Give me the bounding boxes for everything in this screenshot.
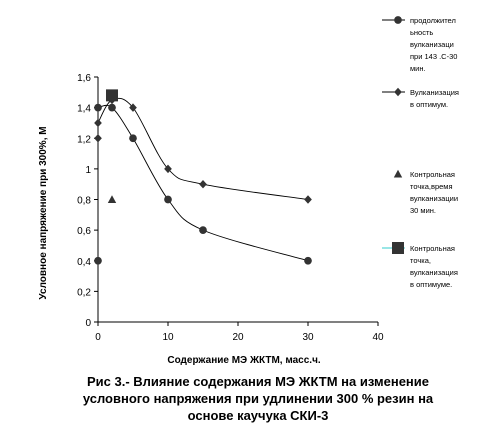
y-tick-label: 0,4 (77, 257, 91, 268)
y-tick-label: 1,4 (77, 104, 91, 115)
legend-label: точка, (410, 256, 431, 265)
data-point-circle (108, 103, 116, 112)
data-point-diamond (394, 87, 402, 97)
y-tick-label: 0,2 (77, 287, 91, 298)
data-point-circle (164, 195, 172, 204)
data-point-diamond (164, 164, 172, 174)
data-point-diamond (94, 118, 102, 128)
x-tick-label: 40 (372, 332, 384, 343)
data-point-circle (199, 226, 207, 234)
legend-label: ьность (410, 28, 433, 37)
legend-label: 30 мин. (410, 206, 436, 215)
legend-label: Контрольная (410, 170, 455, 179)
legend-label: в оптимум. (410, 100, 448, 109)
y-tick-label: 1,2 (77, 134, 91, 145)
figure-caption: Рис 3.- Влияние содержания МЭ ЖКТМ на из… (58, 373, 458, 424)
legend-label: Контрольная (410, 244, 455, 253)
data-point-triangle (393, 169, 403, 178)
x-tick-label: 0 (95, 332, 101, 343)
x-tick-label: 20 (232, 332, 244, 343)
caption-line: условного напряжения при удлинении 300 %… (82, 391, 434, 406)
data-point-diamond (304, 195, 312, 204)
y-tick-label: 0 (85, 318, 91, 329)
legend-label: вулканизации (410, 194, 458, 203)
x-axis-label: Содержание МЭ ЖКТМ, масс.ч. (167, 355, 321, 366)
caption-line: основе каучука СКИ-3 (187, 408, 329, 423)
caption-line: Рис 3.- Влияние содержания МЭ ЖКТМ на из… (87, 374, 429, 389)
data-point-square (392, 242, 404, 254)
legend-label: мин. (410, 64, 426, 73)
legend-label: Вулканизация (410, 88, 459, 97)
y-axis-label: Условное напряжение при 300%, М (38, 126, 49, 299)
legend-label: при 143 .С-30 (410, 52, 457, 61)
x-tick-label: 30 (302, 332, 314, 343)
x-tick-label: 10 (162, 332, 174, 343)
data-point-diamond (94, 134, 102, 143)
y-tick-label: 0,8 (77, 196, 91, 207)
data-point-triangle (107, 195, 117, 203)
data-point-circle (394, 16, 402, 24)
data-point-circle (94, 256, 102, 265)
legend-label: вулканизация (410, 268, 458, 277)
data-point-diamond (129, 103, 137, 112)
legend-label: вулканизаци (410, 40, 454, 49)
legend-label: точка,время (410, 182, 453, 191)
y-tick-label: 1,6 (77, 73, 91, 84)
legend-label: продолжител (410, 16, 456, 25)
y-tick-label: 1 (85, 165, 91, 176)
data-point-square (106, 89, 118, 102)
legend-label: в оптимуме. (410, 280, 452, 289)
data-point-circle (129, 134, 137, 143)
data-point-circle (94, 103, 102, 112)
y-tick-label: 0,6 (77, 226, 91, 237)
data-point-diamond (199, 179, 207, 189)
data-point-circle (304, 256, 312, 265)
